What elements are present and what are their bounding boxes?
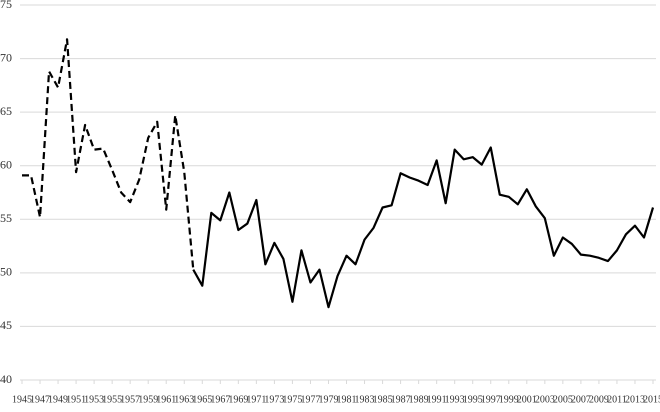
x-tick-label: 2003 [535,394,555,405]
x-tick-label: 1947 [30,394,50,405]
x-tick-label: 2009 [589,394,609,405]
x-tick-label: 2001 [517,394,537,405]
x-tick-label: 1975 [282,394,302,405]
x-tick-label: 1997 [481,394,501,405]
x-tick-label: 1995 [463,394,483,405]
x-tick-label: 2005 [553,394,573,405]
y-tick-label: 70 [0,50,12,64]
x-tick-label: 1967 [210,394,230,405]
y-tick-label: 60 [0,157,12,171]
x-tick-label: 1991 [427,394,447,405]
y-tick-label: 40 [0,372,12,386]
x-tick-label: 1969 [228,394,248,405]
data-line [22,38,195,270]
y-tick-label: 50 [0,265,12,279]
x-tick-label: 2007 [571,394,591,405]
y-tick-label: 75 [0,0,12,11]
x-tick-label: 1971 [246,394,266,405]
x-tick-label: 2011 [607,394,627,405]
x-tick-label: 1957 [120,394,140,405]
x-tick-label: 1977 [300,394,320,405]
x-tick-label: 1945 [12,394,32,405]
x-tick-label: 1985 [373,394,393,405]
x-tick-label: 1979 [318,394,338,405]
x-tick-label: 1989 [409,394,429,405]
x-tick-label: 1981 [337,394,357,405]
x-tick-label: 1949 [48,394,68,405]
y-tick-label: 55 [0,211,12,225]
x-tick-label: 1983 [355,394,375,405]
y-tick-label: 45 [0,318,12,332]
x-tick-label: 2013 [625,394,645,405]
x-tick-label: 1973 [264,394,284,405]
x-tick-label: 1963 [174,394,194,405]
x-tick-label: 1953 [84,394,104,405]
x-tick-label: 2015 [643,394,660,405]
data-line [192,146,655,309]
x-tick-label: 1961 [156,394,176,405]
y-tick-label: 65 [0,104,12,118]
x-tick-label: 1965 [192,394,212,405]
x-tick-label: 1955 [102,394,122,405]
x-tick-label: 1951 [66,394,86,405]
x-tick-label: 1993 [445,394,465,405]
x-tick-label: 1959 [138,394,158,405]
x-tick-label: 1999 [499,394,519,405]
x-tick-label: 1987 [391,394,411,405]
